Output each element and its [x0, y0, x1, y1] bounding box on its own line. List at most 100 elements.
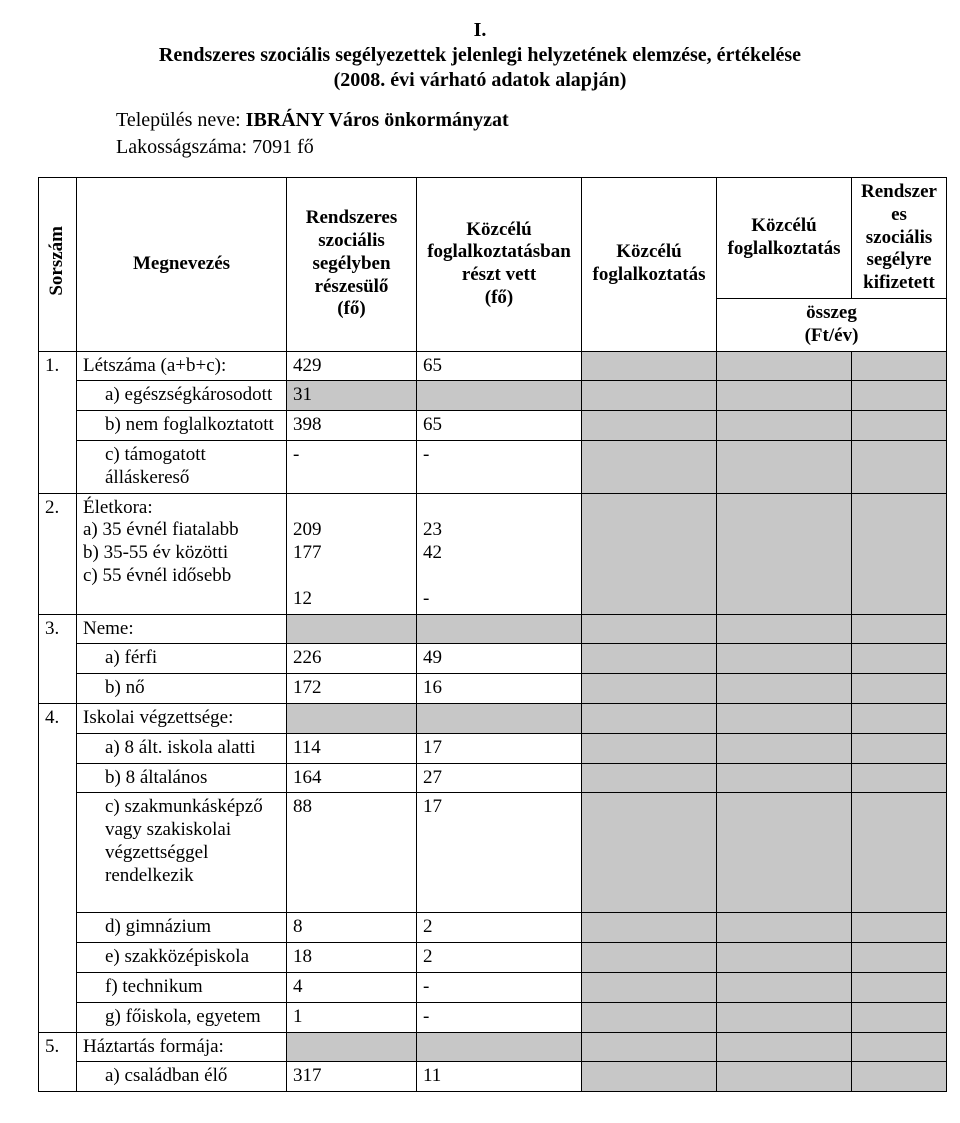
data-cell — [287, 1032, 417, 1062]
data-cell — [582, 733, 717, 763]
data-cell: 164 — [287, 763, 417, 793]
table-body: 1.Létszáma (a+b+c):42965a) egészségkáros… — [39, 351, 947, 1092]
data-cell — [717, 913, 852, 943]
header-row-1: Sorszám Megnevezés Rendszeres szociális … — [39, 178, 947, 299]
data-cell — [717, 793, 852, 913]
row-label: b) nő — [77, 674, 287, 704]
data-cell — [852, 351, 947, 381]
table-row: b) nem foglalkoztatott39865 — [39, 411, 947, 441]
col-sorszam: Sorszám — [39, 178, 77, 352]
row-label: c) támogatott álláskereső — [77, 440, 287, 493]
data-cell: - — [417, 440, 582, 493]
table-row: b) nő17216 — [39, 674, 947, 704]
col-segelyre-kifizetett: Rendszeres szociális segélyre kifizetett — [852, 178, 947, 299]
data-cell: 317 — [287, 1062, 417, 1092]
table-row: g) főiskola, egyetem1- — [39, 1002, 947, 1032]
data-cell — [852, 644, 947, 674]
table-row: c) szakmunkásképző vagy szakiskolai végz… — [39, 793, 947, 913]
data-cell — [582, 913, 717, 943]
data-cell — [717, 972, 852, 1002]
data-cell — [582, 351, 717, 381]
data-cell — [852, 1032, 947, 1062]
data-cell: 1 — [287, 1002, 417, 1032]
meta-block: Település neve: IBRÁNY Város önkormányza… — [116, 107, 922, 161]
table-row: 3.Neme: — [39, 614, 947, 644]
row-label: e) szakközépiskola — [77, 943, 287, 973]
data-cell — [417, 1032, 582, 1062]
data-cell — [852, 674, 947, 704]
page-container: I. Rendszeres szociális segélyezettek je… — [0, 0, 960, 1123]
section-number: I. — [38, 18, 922, 43]
group-number-cell: 5. — [39, 1032, 77, 1092]
col-kozcelu-fogl-2: Közcélú foglalkoztatás — [717, 178, 852, 299]
sorszam-label: Sorszám — [46, 226, 69, 296]
row-label: Neme: — [77, 614, 287, 644]
data-cell — [582, 614, 717, 644]
col-reszt-vett: Közcélú foglalkoztatásban részt vett (fő… — [417, 178, 582, 352]
data-cell: 114 — [287, 733, 417, 763]
data-cell: - — [417, 972, 582, 1002]
data-cell — [582, 703, 717, 733]
settlement-label: Település neve: — [116, 109, 241, 131]
data-cell — [582, 763, 717, 793]
data-cell — [717, 351, 852, 381]
data-cell: 4 — [287, 972, 417, 1002]
col-segelyben: Rendszeres szociális segélyben részesülő… — [287, 178, 417, 352]
table-row: b) 8 általános16427 — [39, 763, 947, 793]
row-label: Háztartás formája: — [77, 1032, 287, 1062]
data-cell — [582, 1062, 717, 1092]
table-row: e) szakközépiskola182 — [39, 943, 947, 973]
data-cell — [717, 614, 852, 644]
data-cell — [852, 913, 947, 943]
data-cell — [852, 763, 947, 793]
data-cell: 172 — [287, 674, 417, 704]
data-cell: 429 — [287, 351, 417, 381]
table-row: 1.Létszáma (a+b+c):42965 — [39, 351, 947, 381]
data-cell — [717, 674, 852, 704]
row-label: a) férfi — [77, 644, 287, 674]
table-row: 2.Életkora: a) 35 évnél fiatalabb b) 35-… — [39, 493, 947, 614]
data-cell — [717, 493, 852, 614]
title-line-2: (2008. évi várható adatok alapján) — [38, 68, 922, 93]
data-cell: 27 — [417, 763, 582, 793]
data-cell — [582, 644, 717, 674]
data-cell — [582, 1002, 717, 1032]
data-cell — [852, 703, 947, 733]
data-cell — [582, 1032, 717, 1062]
data-cell: 49 — [417, 644, 582, 674]
data-cell — [852, 440, 947, 493]
settlement-line: Település neve: IBRÁNY Város önkormányza… — [116, 107, 922, 134]
data-table: Sorszám Megnevezés Rendszeres szociális … — [38, 177, 947, 1092]
row-label: Életkora: a) 35 évnél fiatalabb b) 35-55… — [77, 493, 287, 614]
data-cell: 88 — [287, 793, 417, 913]
table-row: c) támogatott álláskereső-- — [39, 440, 947, 493]
data-cell — [852, 972, 947, 1002]
data-cell — [852, 943, 947, 973]
data-cell — [852, 614, 947, 644]
data-cell — [717, 1062, 852, 1092]
table-row: d) gimnázium82 — [39, 913, 947, 943]
data-cell — [717, 733, 852, 763]
row-label: a) 8 ált. iskola alatti — [77, 733, 287, 763]
row-label: f) technikum — [77, 972, 287, 1002]
data-cell — [417, 614, 582, 644]
data-cell — [852, 493, 947, 614]
row-label: b) nem foglalkoztatott — [77, 411, 287, 441]
data-cell: 17 — [417, 733, 582, 763]
data-cell — [717, 703, 852, 733]
group-number-cell: 4. — [39, 703, 77, 1032]
data-cell — [852, 1002, 947, 1032]
data-cell — [852, 381, 947, 411]
data-cell — [717, 1002, 852, 1032]
row-label: a) egészségkárosodott — [77, 381, 287, 411]
data-cell: 11 — [417, 1062, 582, 1092]
data-cell: - — [417, 1002, 582, 1032]
row-label: a) családban élő — [77, 1062, 287, 1092]
data-cell: 2 — [417, 943, 582, 973]
data-cell — [287, 614, 417, 644]
data-cell: 2 — [417, 913, 582, 943]
data-cell: 209 177 12 — [287, 493, 417, 614]
row-label: b) 8 általános — [77, 763, 287, 793]
data-cell: 18 — [287, 943, 417, 973]
row-label: Iskolai végzettsége: — [77, 703, 287, 733]
